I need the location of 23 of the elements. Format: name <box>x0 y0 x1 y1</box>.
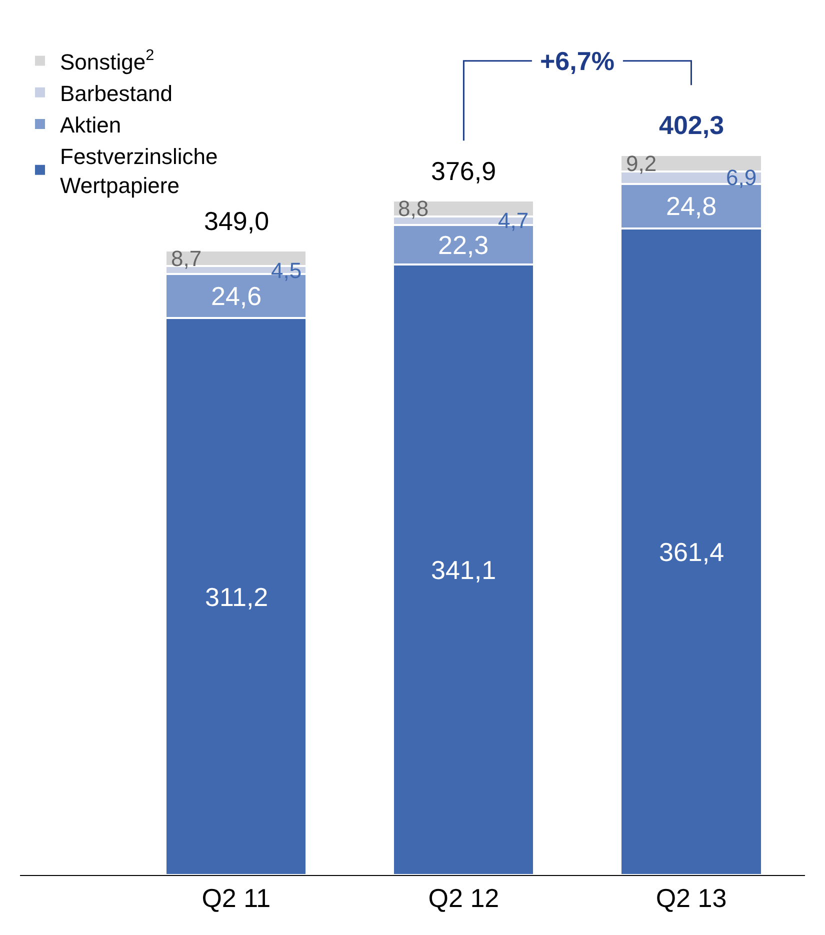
data-label: 24,6 <box>211 281 262 311</box>
data-label: 361,4 <box>659 537 724 567</box>
x-tick-label: Q2 11 <box>202 883 271 914</box>
x-tick-label: Q2 12 <box>428 883 500 914</box>
data-label: 8,7 <box>171 246 202 271</box>
legend-label: Aktien <box>60 112 122 138</box>
data-label: 4,5 <box>271 258 302 283</box>
data-label: 22,3 <box>438 230 489 260</box>
data-label: 6,9 <box>726 165 757 190</box>
data-label: 24,8 <box>666 191 717 221</box>
data-label: 9,2 <box>626 151 657 176</box>
data-label: 311,2 <box>205 582 268 612</box>
data-label: 4,7 <box>498 208 529 233</box>
text: +6,7% <box>540 46 614 76</box>
data-label: 8,8 <box>398 196 429 221</box>
legend-label: Barbestand <box>60 80 173 106</box>
x-tick-label: Q2 13 <box>656 883 727 914</box>
legend-label: Sonstige$^{2}$ <box>60 47 154 74</box>
total-label: 402,3 <box>659 110 724 140</box>
legend-label: Festverzinsliche Wertpapiere <box>60 144 218 198</box>
data-label: 341,1 <box>431 555 496 585</box>
total-label: 376,9 <box>431 156 496 186</box>
total-label: 349,0 <box>204 206 270 236</box>
